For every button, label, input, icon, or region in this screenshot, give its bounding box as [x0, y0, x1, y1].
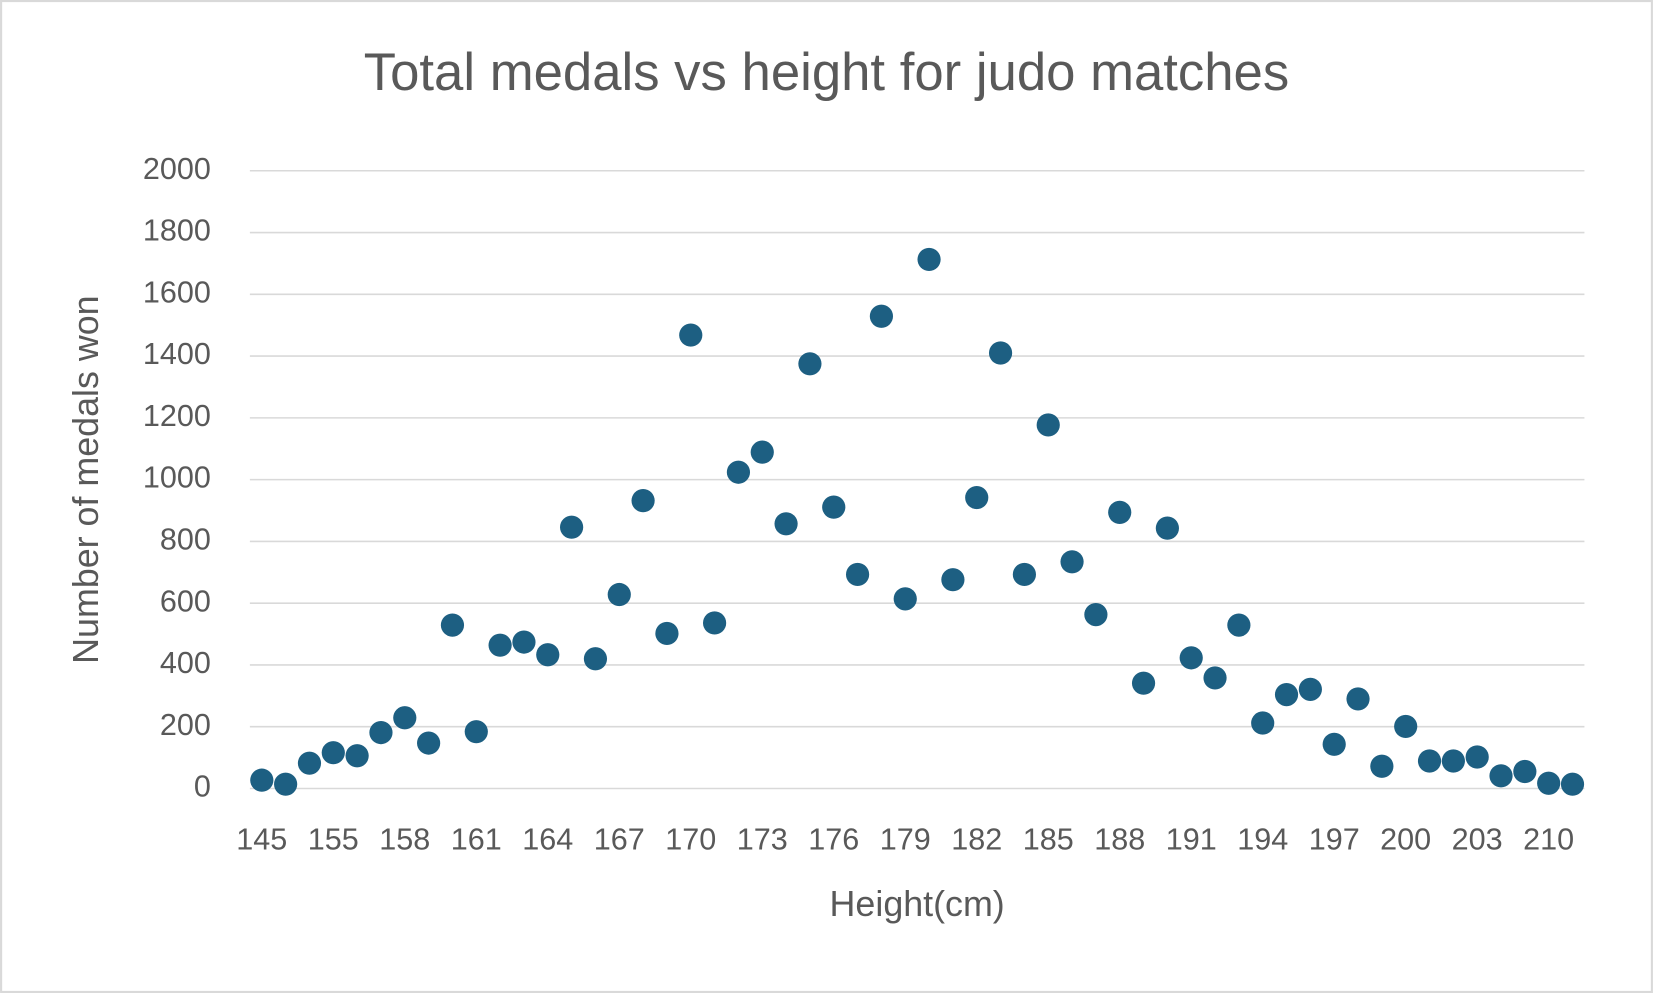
- data-point: [631, 489, 655, 513]
- x-tick-label: 145: [236, 822, 287, 856]
- data-point: [1298, 677, 1322, 701]
- x-tick-label: 188: [1094, 822, 1145, 856]
- data-point: [321, 741, 345, 765]
- data-point: [1131, 671, 1156, 695]
- data-point: [1155, 516, 1179, 540]
- x-tick-label: 191: [1166, 822, 1217, 856]
- data-point: [1108, 500, 1132, 524]
- x-tick-label: 200: [1380, 822, 1431, 856]
- x-tick-label: 203: [1452, 822, 1503, 856]
- data-point: [297, 751, 322, 775]
- data-point: [1560, 772, 1585, 796]
- data-point: [1537, 771, 1561, 795]
- x-tick-label: 197: [1309, 822, 1360, 856]
- data-point: [798, 352, 822, 376]
- y-tick-label: 0: [194, 770, 211, 804]
- data-point: [560, 515, 584, 539]
- data-point: [488, 633, 512, 657]
- data-point: [440, 613, 465, 637]
- data-point: [1513, 759, 1537, 784]
- data-point: [345, 744, 369, 768]
- data-point: [583, 647, 608, 671]
- data-point: [417, 731, 441, 755]
- data-point: [607, 582, 631, 607]
- data-point: [274, 772, 298, 796]
- data-point: [512, 630, 536, 654]
- x-tick-label: 176: [808, 822, 859, 856]
- y-tick-label: 600: [160, 584, 211, 618]
- data-point: [536, 643, 560, 667]
- y-tick-label: 400: [160, 646, 211, 680]
- data-point: [679, 323, 703, 347]
- data-point: [1060, 550, 1084, 574]
- data-point: [1203, 666, 1227, 690]
- data-point: [917, 247, 941, 272]
- data-point: [1465, 745, 1489, 769]
- data-point: [726, 460, 751, 484]
- x-axis-label: Height(cm): [830, 884, 1005, 924]
- data-point: [1274, 683, 1299, 707]
- data-point: [1441, 749, 1465, 773]
- chart-title: Total medals vs height for judo matches: [364, 43, 1289, 102]
- x-tick-label: 161: [451, 822, 502, 856]
- data-point: [869, 304, 894, 328]
- data-point: [1489, 764, 1513, 788]
- data-point: [1346, 687, 1370, 711]
- data-point: [1417, 749, 1442, 773]
- x-tick-label: 173: [737, 822, 788, 856]
- data-point: [1179, 646, 1203, 670]
- data-point: [393, 706, 417, 730]
- data-point: [1322, 732, 1346, 756]
- x-tick-label: 158: [379, 822, 430, 856]
- data-point: [1012, 562, 1036, 587]
- data-point: [464, 720, 488, 744]
- data-point: [702, 611, 727, 635]
- data-point: [369, 720, 393, 745]
- x-tick-label: 185: [1023, 822, 1074, 856]
- y-tick-label: 1800: [143, 214, 211, 248]
- x-tick-label: 164: [522, 822, 573, 856]
- y-tick-label: 1400: [143, 337, 211, 371]
- data-point: [655, 621, 679, 646]
- data-point: [988, 341, 1013, 365]
- y-axis-label: Number of medals won: [66, 295, 106, 663]
- y-tick-label: 1200: [143, 399, 211, 433]
- data-point: [941, 568, 965, 592]
- y-tick-label: 2000: [143, 152, 211, 186]
- y-tick-label: 1000: [143, 461, 211, 495]
- x-tick-label: 167: [594, 822, 645, 856]
- data-point: [1251, 711, 1275, 735]
- data-point: [1394, 714, 1418, 739]
- data-point: [1227, 613, 1251, 637]
- data-point: [1084, 603, 1108, 627]
- x-tick-label: 182: [951, 822, 1002, 856]
- y-tick-label: 200: [160, 708, 211, 742]
- data-point: [893, 587, 917, 611]
- x-tick-label: 194: [1237, 822, 1288, 856]
- x-tick-label: 210: [1523, 822, 1574, 856]
- data-point: [774, 512, 798, 536]
- y-tick-label: 800: [160, 522, 211, 556]
- data-point: [822, 495, 846, 519]
- data-point: [1370, 754, 1394, 778]
- data-point: [845, 562, 870, 587]
- data-point: [250, 768, 274, 792]
- data-point: [750, 440, 774, 464]
- x-tick-label: 179: [880, 822, 931, 856]
- x-tick-label: 170: [665, 822, 716, 856]
- x-tick-label: 155: [308, 822, 359, 856]
- data-point: [1036, 413, 1060, 437]
- data-point: [965, 485, 989, 510]
- y-tick-label: 1600: [143, 275, 211, 309]
